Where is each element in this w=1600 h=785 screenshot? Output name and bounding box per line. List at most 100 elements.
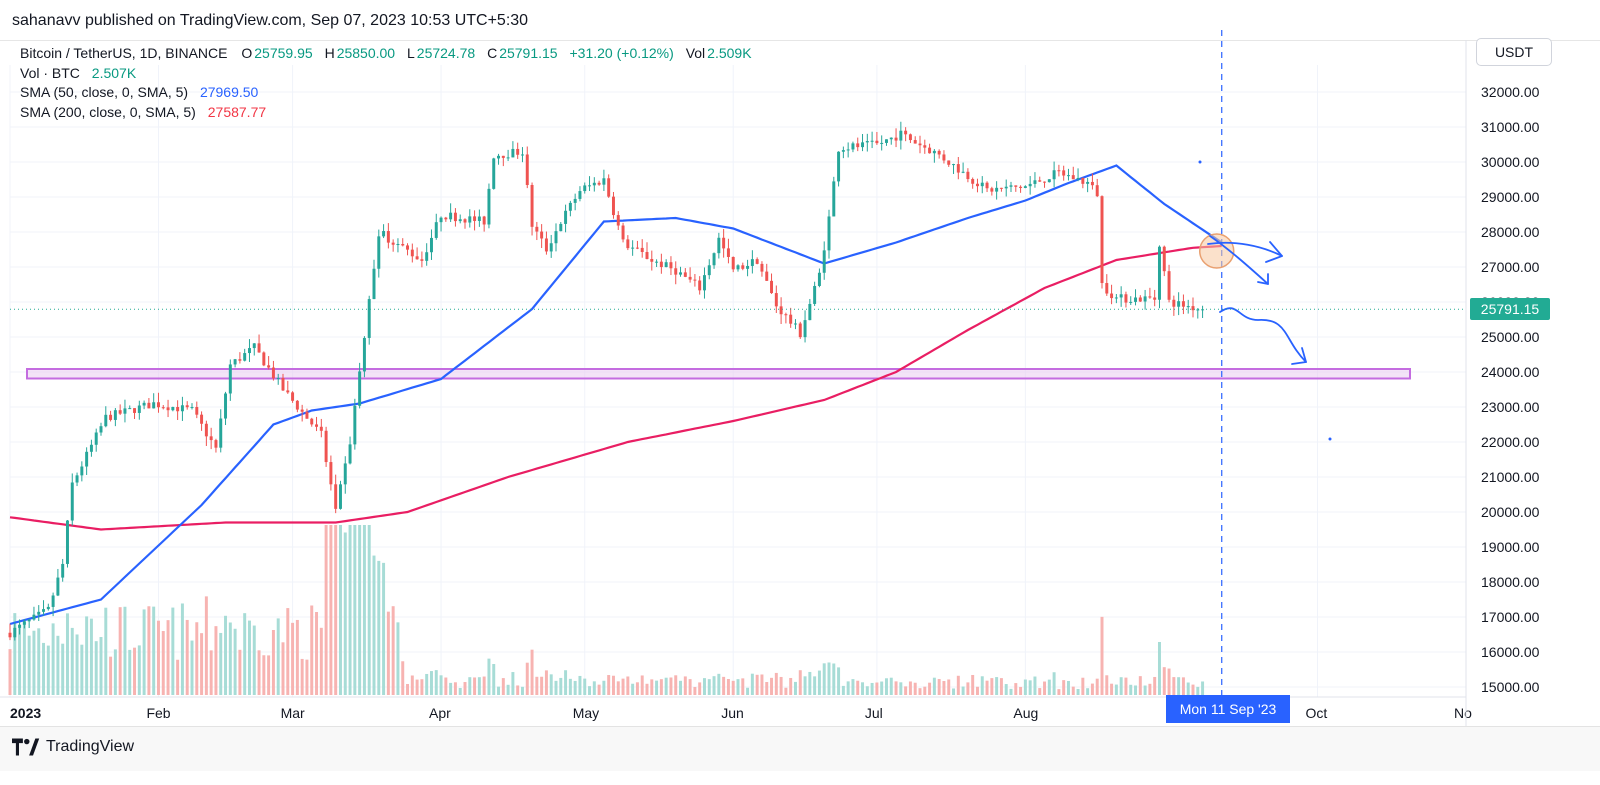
candle-body [679, 272, 683, 275]
support-zone-rect [26, 368, 1411, 380]
volume-bar [741, 678, 745, 695]
crosshair-date-label: Mon 11 Sep '23 [1166, 695, 1290, 723]
volume-bar [908, 681, 912, 695]
volume-bar [573, 680, 577, 695]
candle-body [214, 440, 218, 448]
volume-bar [568, 678, 572, 695]
candle-body [640, 247, 644, 253]
volume-bar [1114, 684, 1118, 695]
volume-bar [61, 643, 65, 695]
candle-body [85, 451, 89, 467]
candle-body [372, 268, 376, 300]
volume-bar [1076, 689, 1080, 695]
volume-bar [353, 525, 357, 695]
candle-body [554, 231, 558, 244]
volume-bar [195, 622, 199, 695]
candle-body [712, 253, 716, 266]
candle-body [741, 265, 745, 269]
volume-bar [607, 675, 611, 695]
candle-body [37, 611, 41, 615]
ohlc-high-value: 25850.00 [336, 45, 396, 61]
volume-bar [27, 635, 31, 695]
projection-arrow-3 [1219, 307, 1307, 363]
candle-body [549, 243, 553, 252]
candle-body [477, 216, 481, 221]
candle-body [511, 148, 515, 158]
candle-body [602, 178, 606, 185]
candle-body [616, 215, 620, 226]
volume-bar [597, 684, 601, 695]
tradingview-brand[interactable]: TradingView [12, 738, 134, 756]
volume-bar [1143, 685, 1147, 695]
price-chart[interactable]: 15000.00 16000.00 17000.00 18000.00 19000.00… [0, 0, 1600, 730]
candle-body [717, 237, 721, 254]
candle-body [779, 306, 783, 315]
candle-body [204, 423, 208, 437]
candle-body [1129, 301, 1133, 303]
time-tick-label: Jun [721, 705, 744, 721]
volume-bar [315, 612, 319, 695]
volume-bar [80, 644, 84, 695]
candle-body [516, 148, 520, 155]
candle-body [27, 619, 31, 622]
candle-body [109, 414, 113, 420]
volume-bar [386, 611, 390, 695]
candle-body [396, 244, 400, 246]
volume-bar [947, 679, 951, 695]
volume-bar [224, 615, 228, 695]
candle-body [937, 150, 941, 155]
volume-bar [635, 682, 639, 695]
volume-bar [219, 632, 223, 695]
candle-body [1153, 297, 1157, 300]
price-tick-label: 30000.00 [1481, 154, 1540, 170]
currency-selector[interactable]: USDT [1476, 38, 1552, 66]
candle-body [42, 609, 46, 612]
volume-bar [429, 671, 433, 695]
volume-bar [832, 663, 836, 695]
candle-body [219, 418, 223, 448]
candle-body [1114, 297, 1118, 299]
volume-bar [961, 686, 965, 695]
candle-body [1196, 309, 1200, 311]
volume-bar [588, 686, 592, 695]
candle-body [1019, 186, 1023, 188]
volume-bar [1086, 688, 1090, 695]
volume-bar [372, 555, 376, 695]
candle-body [46, 606, 50, 610]
volume-bar [458, 687, 462, 695]
volume-bar [999, 678, 1003, 695]
candle-body [228, 364, 232, 394]
candle-body [1177, 301, 1181, 307]
candle-body [1143, 296, 1147, 302]
candle-body [1066, 175, 1070, 177]
volume-bar [1196, 686, 1200, 695]
candle-body [889, 137, 893, 140]
candle-body [1167, 271, 1171, 300]
candle-body [415, 256, 419, 260]
volume-bar [511, 672, 515, 695]
candle-body [286, 390, 290, 393]
candle-body [664, 262, 668, 268]
candle-body [70, 482, 74, 521]
price-tick-label: 21000.00 [1481, 469, 1540, 485]
volume-bar [861, 682, 865, 695]
volume-bar [410, 675, 414, 695]
volume-bar [362, 525, 366, 695]
volume-bar [247, 620, 251, 695]
candle-body [128, 408, 132, 410]
volume-bar [798, 670, 802, 695]
candle-body [492, 158, 496, 189]
volume-bar [463, 682, 467, 695]
volume-bar [42, 642, 46, 695]
volume-bar [32, 630, 36, 695]
candle-body [980, 182, 984, 187]
candle-body [564, 210, 568, 224]
candle-body [583, 185, 587, 192]
candle-body [353, 405, 357, 445]
candle-body [319, 426, 323, 431]
volume-bar [449, 682, 453, 695]
candle-body [1157, 246, 1161, 300]
candle-body [453, 212, 457, 222]
candle-body [736, 265, 740, 270]
volume-bar [420, 679, 424, 695]
